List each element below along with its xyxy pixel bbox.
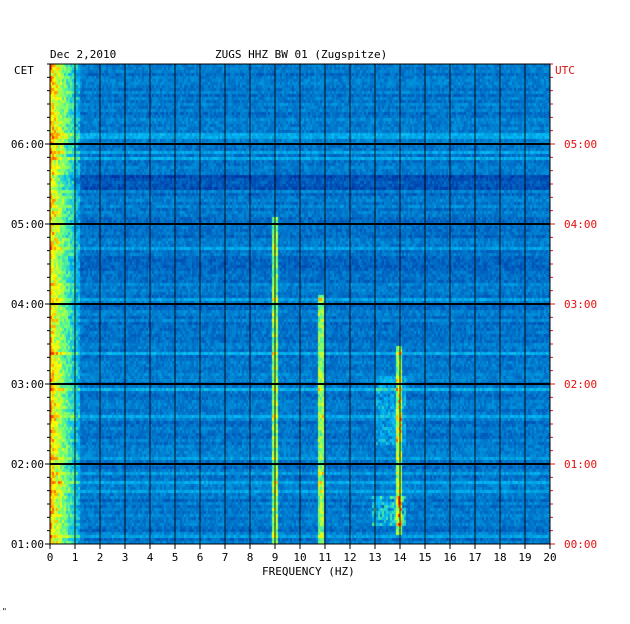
cet-label: CET bbox=[14, 64, 34, 77]
cet-time-label: 05:00 bbox=[11, 218, 44, 231]
cet-time-label: 03:00 bbox=[11, 378, 44, 391]
x-tick-label: 13 bbox=[368, 551, 381, 564]
footer-mark: " bbox=[2, 607, 7, 616]
utc-time-label: 05:00 bbox=[564, 138, 597, 151]
utc-time-label: 02:00 bbox=[564, 378, 597, 391]
x-tick-label: 8 bbox=[247, 551, 254, 564]
x-tick-label: 6 bbox=[197, 551, 204, 564]
station-title: ZUGS HHZ BW 01 (Zugspitze) bbox=[215, 48, 388, 61]
utc-time-label: 00:00 bbox=[564, 538, 597, 551]
x-tick-label: 15 bbox=[418, 551, 431, 564]
x-tick-label: 14 bbox=[393, 551, 407, 564]
x-tick-label: 1 bbox=[72, 551, 79, 564]
x-tick-label: 10 bbox=[293, 551, 306, 564]
x-tick-label: 2 bbox=[97, 551, 104, 564]
x-tick-label: 12 bbox=[343, 551, 356, 564]
utc-time-label: 01:00 bbox=[564, 458, 597, 471]
x-tick-label: 3 bbox=[122, 551, 129, 564]
utc-label: UTC bbox=[555, 64, 575, 77]
utc-time-label: 03:00 bbox=[564, 298, 597, 311]
cet-time-label: 06:00 bbox=[11, 138, 44, 151]
x-axis-label: FREQUENCY (HZ) bbox=[262, 565, 355, 578]
cet-time-label: 04:00 bbox=[11, 298, 44, 311]
x-tick-label: 11 bbox=[318, 551, 331, 564]
cet-time-label: 02:00 bbox=[11, 458, 44, 471]
x-tick-label: 19 bbox=[518, 551, 531, 564]
x-tick-label: 9 bbox=[272, 551, 279, 564]
x-tick-label: 17 bbox=[468, 551, 481, 564]
cet-time-label: 01:00 bbox=[11, 538, 44, 551]
plot-frame bbox=[49, 63, 551, 545]
utc-time-label: 04:00 bbox=[564, 218, 597, 231]
x-tick-label: 0 bbox=[47, 551, 54, 564]
x-tick-label: 20 bbox=[543, 551, 556, 564]
x-tick-label: 16 bbox=[443, 551, 456, 564]
x-tick-label: 4 bbox=[147, 551, 154, 564]
x-tick-label: 18 bbox=[493, 551, 506, 564]
date-label: Dec 2,2010 bbox=[50, 48, 117, 61]
x-tick-label: 7 bbox=[222, 551, 229, 564]
x-tick-label: 5 bbox=[172, 551, 179, 564]
